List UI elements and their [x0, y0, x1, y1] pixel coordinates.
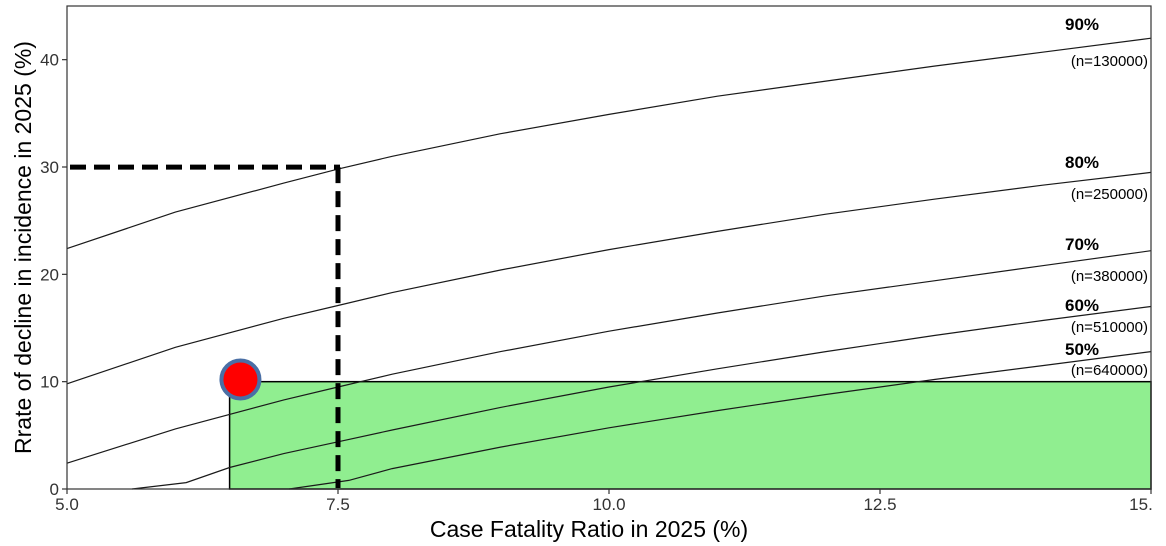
series-label-4: 50%	[1065, 340, 1099, 359]
series-n-label-4: (n=640000)	[1071, 362, 1148, 379]
series-n-label-0: (n=130000)	[1071, 53, 1148, 70]
reference-point	[219, 358, 262, 401]
series-label-1: 80%	[1065, 153, 1099, 172]
x-axis-title: Case Fatality Ratio in 2025 (%)	[430, 516, 748, 542]
series-line-1	[66, 171, 1152, 385]
y-tick-label-1: 10	[40, 373, 59, 392]
series-n-label-3: (n=510000)	[1071, 319, 1148, 336]
y-tick-label-0: 0	[50, 480, 59, 499]
series-line-4	[289, 351, 1152, 490]
y-tick-label-4: 40	[40, 51, 59, 70]
y-tick-label-3: 30	[40, 158, 59, 177]
series-n-label-1: (n=250000)	[1071, 186, 1148, 203]
series-line-3	[131, 305, 1152, 490]
x-tick-label-2: 10.0	[592, 495, 625, 514]
series-line-2	[66, 250, 1152, 464]
y-tick-label-2: 20	[40, 265, 59, 284]
series-n-label-2: (n=380000)	[1071, 268, 1148, 285]
series-label-2: 70%	[1065, 235, 1099, 254]
series-label-0: 90%	[1065, 15, 1099, 34]
x-tick-label-1: 7.5	[326, 495, 350, 514]
x-tick-label-3: 12.5	[863, 495, 896, 514]
y-axis-title: Rrate of decline in incidence in 2025 (%…	[10, 41, 36, 454]
x-tick-label-4: 15.	[1129, 495, 1153, 514]
x-tick-label-0: 5.0	[55, 495, 79, 514]
series-label-3: 60%	[1065, 296, 1099, 315]
series-line-0	[66, 37, 1152, 250]
